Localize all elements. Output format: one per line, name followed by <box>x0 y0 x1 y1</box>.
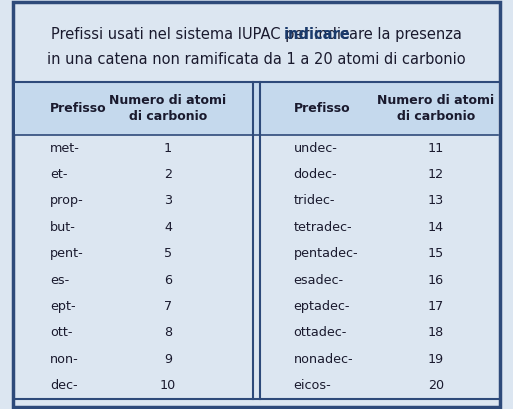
Text: 18: 18 <box>428 326 444 339</box>
Text: 5: 5 <box>164 247 172 260</box>
Text: 7: 7 <box>164 300 172 313</box>
Text: 4: 4 <box>164 221 172 234</box>
Text: 3: 3 <box>164 194 172 207</box>
Text: Numero di atomi
di carbonio: Numero di atomi di carbonio <box>378 94 495 123</box>
Text: ottadec-: ottadec- <box>293 326 347 339</box>
Text: es-: es- <box>50 274 69 287</box>
Text: but-: but- <box>50 221 76 234</box>
Text: Prefisso: Prefisso <box>50 102 107 115</box>
Text: 10: 10 <box>160 379 176 392</box>
Text: met-: met- <box>50 142 80 155</box>
Text: 17: 17 <box>428 300 444 313</box>
Text: pentadec-: pentadec- <box>293 247 358 260</box>
Text: nonadec-: nonadec- <box>293 353 353 366</box>
Text: et-: et- <box>50 168 67 181</box>
Text: ept-: ept- <box>50 300 75 313</box>
Text: undec-: undec- <box>293 142 337 155</box>
Text: 2: 2 <box>164 168 172 181</box>
Text: prop-: prop- <box>50 194 84 207</box>
Text: indicare: indicare <box>283 27 350 42</box>
Text: non-: non- <box>50 353 78 366</box>
Text: 13: 13 <box>428 194 444 207</box>
Text: 9: 9 <box>164 353 172 366</box>
Text: Prefissi usati nel sistema IUPAC per indicare la presenza: Prefissi usati nel sistema IUPAC per ind… <box>51 27 462 42</box>
Text: 20: 20 <box>428 379 444 392</box>
Text: eptadec-: eptadec- <box>293 300 350 313</box>
Text: Prefisso: Prefisso <box>293 102 350 115</box>
Text: tridec-: tridec- <box>293 194 335 207</box>
Text: Numero di atomi
di carbonio: Numero di atomi di carbonio <box>109 94 227 123</box>
Text: ott-: ott- <box>50 326 72 339</box>
Text: 8: 8 <box>164 326 172 339</box>
FancyBboxPatch shape <box>13 2 500 407</box>
Text: 6: 6 <box>164 274 172 287</box>
FancyBboxPatch shape <box>15 82 498 135</box>
Text: 14: 14 <box>428 221 444 234</box>
Text: 1: 1 <box>164 142 172 155</box>
Text: pent-: pent- <box>50 247 84 260</box>
Text: dodec-: dodec- <box>293 168 337 181</box>
Text: dec-: dec- <box>50 379 77 392</box>
Text: 19: 19 <box>428 353 444 366</box>
Text: 16: 16 <box>428 274 444 287</box>
Text: 11: 11 <box>428 142 444 155</box>
Text: eicos-: eicos- <box>293 379 331 392</box>
Text: in una catena non ramificata da 1 a 20 atomi di carbonio: in una catena non ramificata da 1 a 20 a… <box>47 52 466 67</box>
Text: 12: 12 <box>428 168 444 181</box>
Text: 15: 15 <box>428 247 444 260</box>
Text: esadec-: esadec- <box>293 274 344 287</box>
Text: tetradec-: tetradec- <box>293 221 352 234</box>
